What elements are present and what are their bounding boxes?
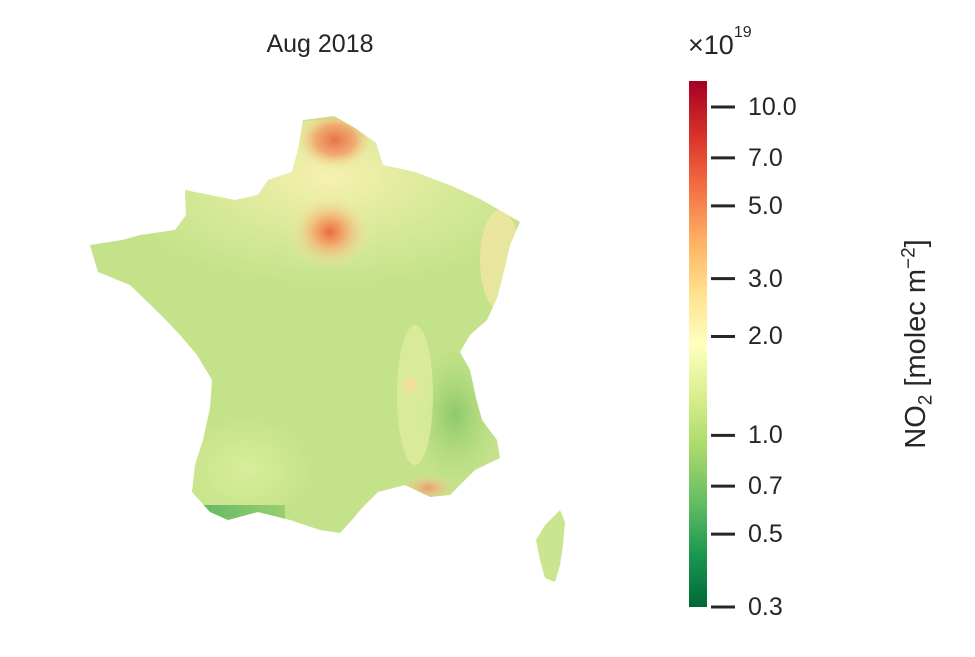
map-title: Aug 2018 [266, 30, 374, 58]
colorbar-gradient [689, 81, 707, 607]
colorbar-label: NO2 [molec m−2] [898, 239, 937, 449]
colorbar-tick-label: 2.0 [748, 322, 783, 351]
colorbar-tick-label: 0.7 [748, 472, 783, 501]
lyon-hotspot [402, 377, 418, 393]
colorbar-tick-label: 5.0 [748, 191, 783, 220]
colorbar-tick-label: 7.0 [748, 143, 783, 172]
colorbar-tick-label: 0.3 [748, 593, 783, 621]
paris-hotspot [288, 194, 372, 270]
colorbar-exponent: ×1019 [688, 24, 752, 60]
colorbar-tick-label: 1.0 [748, 421, 783, 450]
rhone-valley [397, 325, 433, 465]
colorbar-tick-label: 3.0 [748, 264, 783, 293]
colorbar-tick-label: 10.0 [748, 92, 797, 121]
southwest-haze [175, 415, 315, 525]
corsica [536, 510, 565, 582]
colorbar-tick-label: 0.5 [748, 520, 783, 549]
